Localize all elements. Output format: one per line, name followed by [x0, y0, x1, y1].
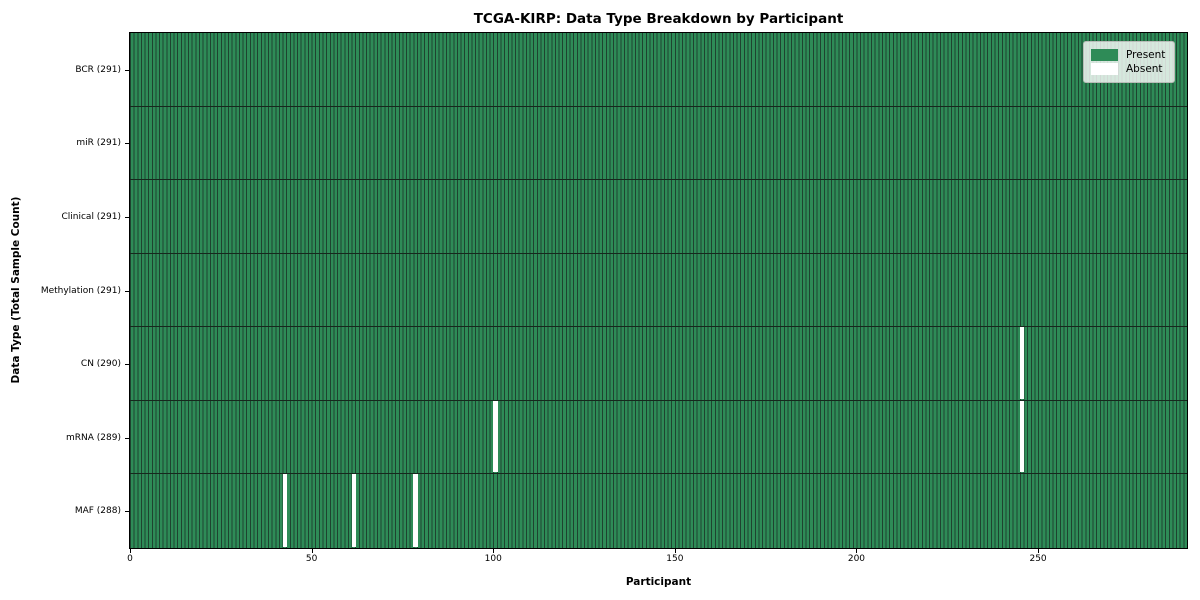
- absent-gap: [493, 400, 498, 473]
- absent-gap: [1019, 327, 1025, 399]
- legend: Present Absent: [1083, 41, 1176, 83]
- x-tick-label: 100: [484, 554, 502, 564]
- x-tick-mark: [130, 549, 131, 553]
- heatmap-row-mrna: [130, 400, 1187, 475]
- y-tick-mark: [125, 69, 129, 71]
- y-tick-label: mRNA (289): [66, 432, 121, 443]
- absent-gap: [282, 474, 287, 547]
- heatmap-row-clinical: [130, 180, 1187, 254]
- y-tick-label: miR (291): [76, 138, 121, 149]
- x-tick-mark: [493, 549, 495, 553]
- x-tick-mark: [311, 549, 313, 553]
- x-tick-label: 150: [666, 554, 684, 564]
- heatmap-row-maf: [130, 474, 1187, 548]
- y-axis-label: Data Type (Total Sample Count): [10, 196, 22, 384]
- y-tick-mark: [125, 364, 129, 366]
- x-tick-mark: [674, 549, 676, 553]
- y-tick-label: Clinical (291): [61, 211, 121, 222]
- y-tick-mark: [125, 290, 129, 292]
- x-tick-label: 0: [127, 554, 133, 564]
- plot-area: [130, 33, 1187, 548]
- legend-swatch-absent: [1091, 63, 1118, 75]
- heatmap-row-mir: [130, 106, 1187, 181]
- y-tick-label: MAF (288): [74, 506, 121, 517]
- legend-entry: Absent: [1091, 63, 1165, 75]
- x-tick-label: 50: [305, 554, 318, 564]
- heatmap-row-cn: [130, 327, 1187, 401]
- absent-gap: [413, 474, 418, 547]
- heatmap-row-bcr: [130, 33, 1187, 107]
- y-tick-mark: [125, 143, 129, 145]
- y-tick-mark: [125, 511, 129, 513]
- x-axis-label: Participant: [625, 576, 692, 588]
- x-tick-label: 250: [1029, 554, 1047, 564]
- y-tick-label: CN (290): [80, 359, 121, 370]
- x-tick-mark: [1038, 549, 1040, 553]
- y-tick-label: BCR (291): [75, 64, 121, 75]
- y-tick-mark: [125, 437, 129, 439]
- absent-gap: [1019, 400, 1025, 473]
- x-tick-mark: [856, 549, 858, 553]
- absent-gap: [351, 474, 356, 547]
- x-tick-label: 200: [847, 554, 866, 564]
- y-tick-mark: [125, 216, 129, 218]
- legend-entry: Present: [1091, 49, 1165, 61]
- legend-label: Present: [1126, 49, 1166, 61]
- legend-label: Absent: [1126, 63, 1163, 75]
- legend-swatch-present: [1091, 49, 1118, 61]
- y-tick-label: Methylation (291): [40, 285, 121, 296]
- chart-title: TCGA-KIRP: Data Type Breakdown by Partic…: [473, 11, 844, 27]
- heatmap-row-methylation: [130, 253, 1187, 328]
